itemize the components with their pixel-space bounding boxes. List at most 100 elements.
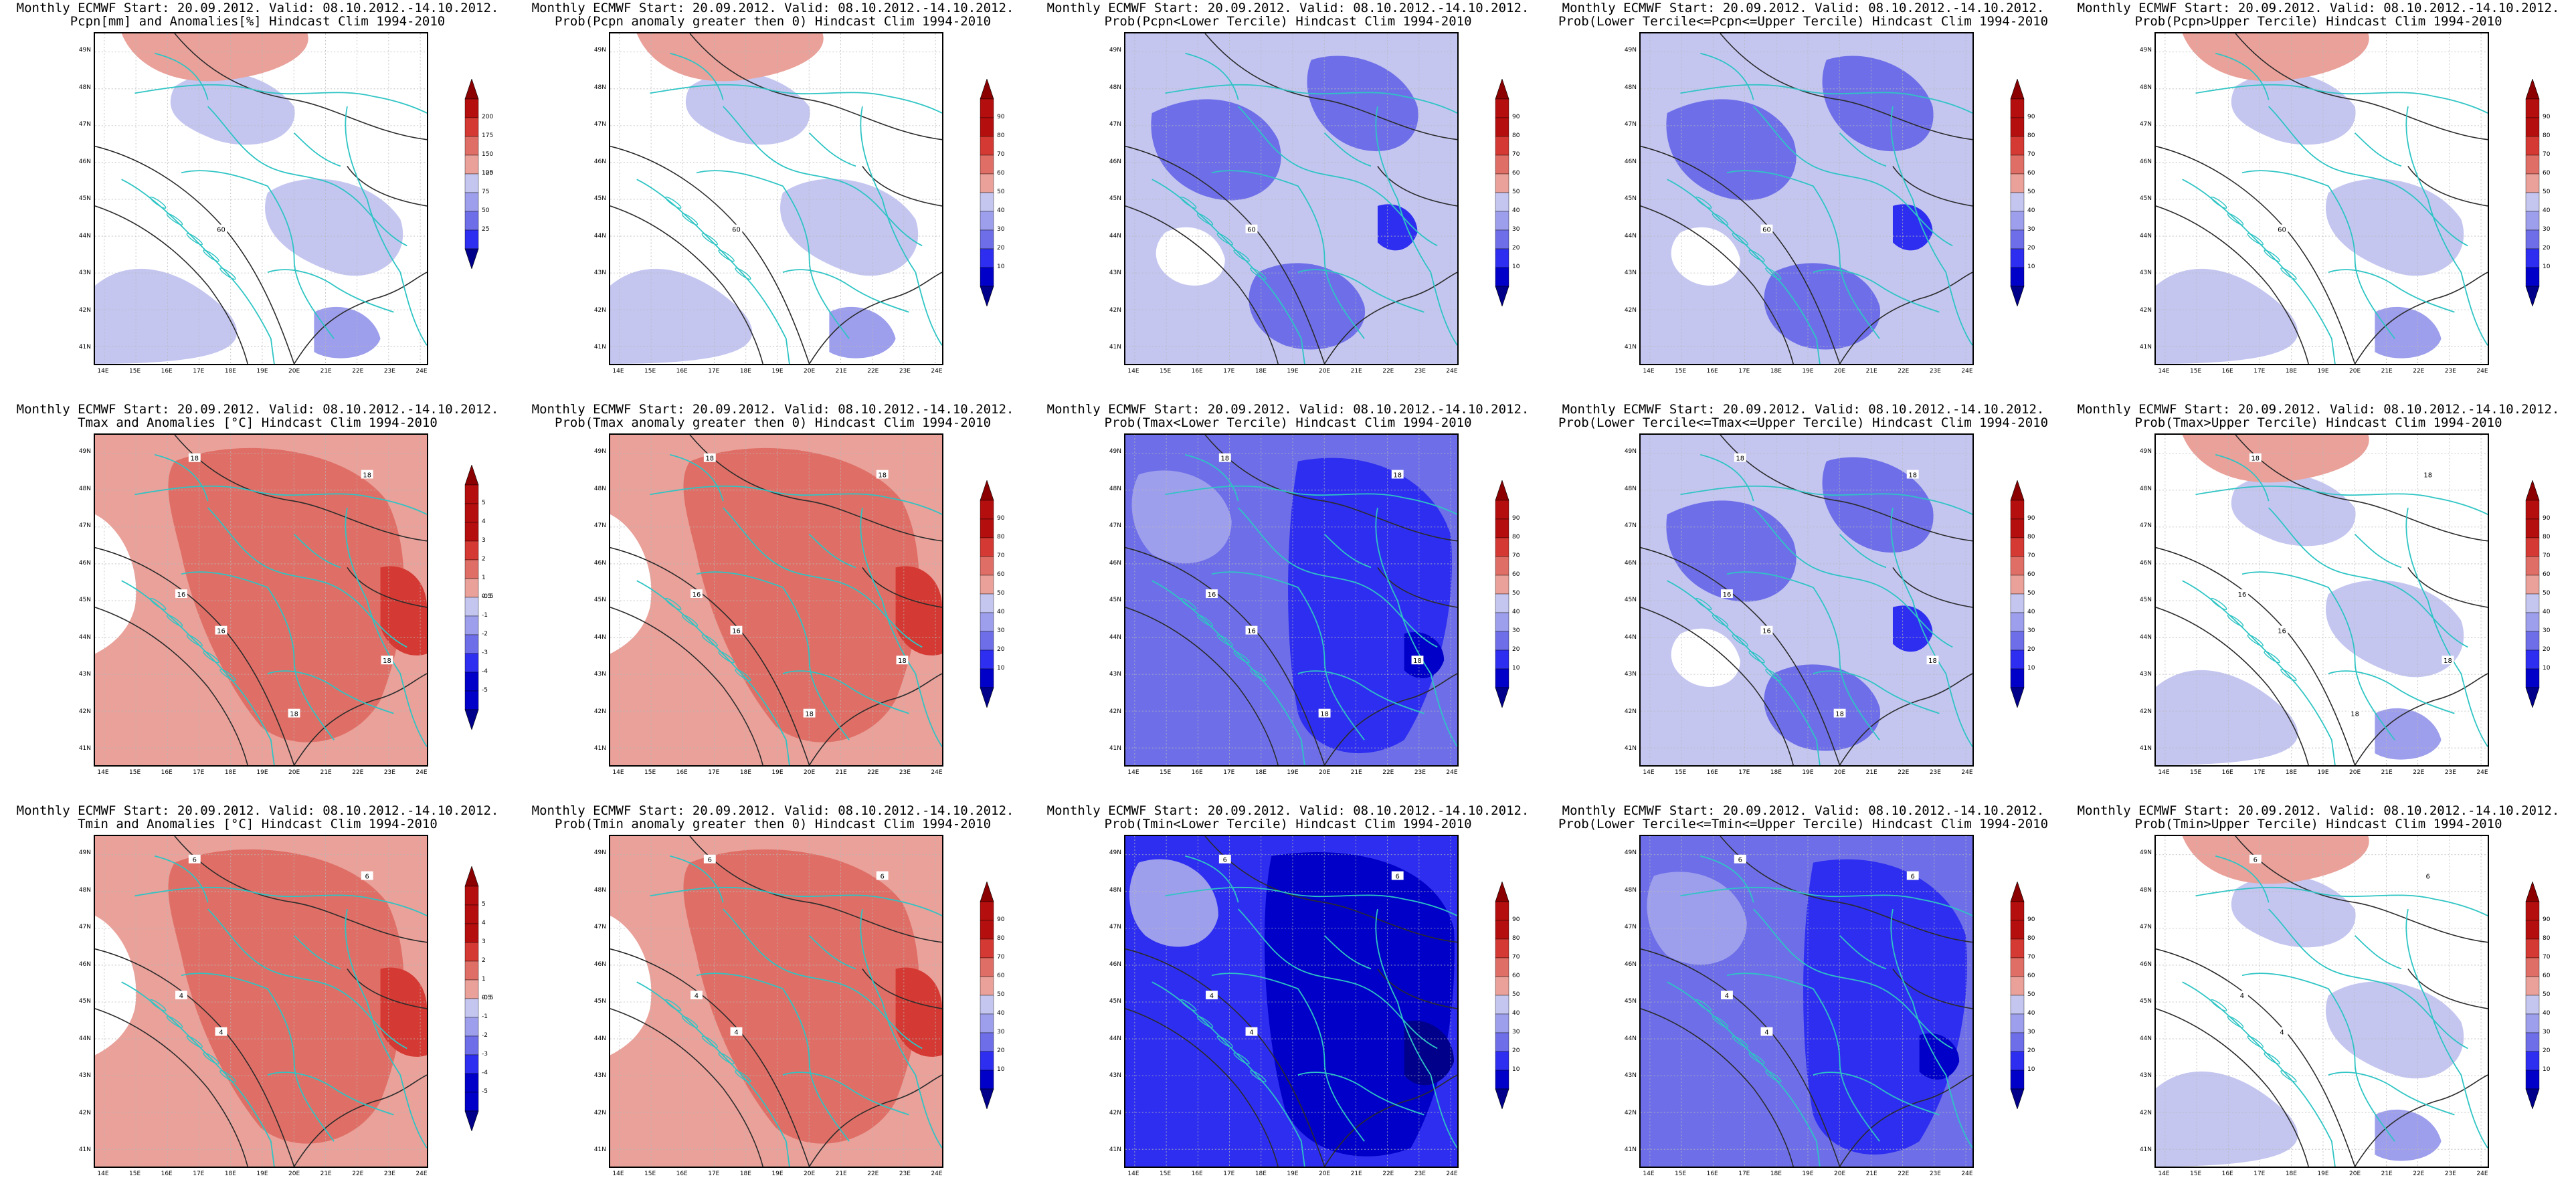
contour-line bbox=[1125, 205, 1279, 364]
colorbar-label: -0.5 bbox=[482, 995, 494, 1001]
lon-tick-label: 16E bbox=[676, 769, 688, 776]
lat-tick-label: 44N bbox=[1624, 232, 1637, 239]
lat-tick-label: 42N bbox=[78, 306, 91, 314]
map-panel-p22: Monthly ECMWF Start: 20.09.2012. Valid: … bbox=[515, 401, 1030, 803]
panel-title-line1: Monthly ECMWF Start: 20.09.2012. Valid: … bbox=[1562, 402, 2045, 417]
panel-title-line1: Monthly ECMWF Start: 20.09.2012. Valid: … bbox=[16, 1, 499, 15]
contour-line bbox=[2156, 205, 2309, 364]
colorbar-segment bbox=[2525, 649, 2540, 670]
colorbar-max-arrow bbox=[2010, 881, 2025, 902]
colorbar-segment bbox=[2010, 229, 2025, 249]
colorbar-segment bbox=[2010, 1051, 2025, 1071]
contour-line bbox=[95, 205, 248, 364]
colorbar-label: 50 bbox=[997, 590, 1005, 597]
colorbar-label: 90 bbox=[997, 916, 1005, 923]
field-shading bbox=[610, 514, 652, 654]
country-border bbox=[670, 855, 724, 903]
map-panel-p14: Monthly ECMWF Start: 20.09.2012. Valid: … bbox=[1546, 0, 2061, 401]
colorbar-max-arrow bbox=[2010, 480, 2025, 501]
contour-line bbox=[1839, 1074, 1972, 1167]
contour-line bbox=[1323, 272, 1457, 364]
country-border bbox=[723, 908, 923, 1049]
lat-tick-label: 49N bbox=[593, 47, 606, 54]
lon-tick-label: 18E bbox=[1255, 368, 1267, 375]
contour-line bbox=[1720, 836, 1972, 943]
colorbar-label: 40 bbox=[2543, 1010, 2551, 1017]
contour-label: 4 bbox=[695, 993, 699, 1000]
contour-label: 60 bbox=[1762, 227, 1771, 234]
colorbar-label: 40 bbox=[1512, 609, 1520, 615]
lat-tick-label: 48N bbox=[1624, 84, 1637, 91]
country-border bbox=[2354, 534, 2402, 569]
colorbar-label: 80 bbox=[997, 534, 1005, 540]
lon-tick-label: 18E bbox=[2285, 769, 2297, 776]
map-canvas: 4 6 6 4 bbox=[1125, 836, 1457, 1167]
colorbar-label: -1 bbox=[482, 612, 488, 619]
lon-tick-label: 18E bbox=[224, 368, 236, 375]
map-canvas: 16 18 18 16 18 18 bbox=[95, 435, 427, 765]
field-shading bbox=[1671, 227, 1740, 286]
country-border bbox=[2405, 908, 2488, 1148]
colorbar-segment bbox=[2525, 155, 2540, 175]
lon-tick-label: 16E bbox=[161, 769, 173, 776]
colorbar-min-arrow bbox=[1495, 286, 1509, 307]
lat-tick-label: 44N bbox=[593, 1035, 606, 1042]
lon-tick-label: 24E bbox=[416, 1171, 428, 1177]
colorbar-label: 10 bbox=[1512, 665, 1520, 672]
country-border bbox=[1185, 855, 1239, 903]
colorbar-segment bbox=[2525, 500, 2540, 520]
island-outline bbox=[150, 999, 167, 1011]
contour-line bbox=[610, 948, 810, 1167]
colorbar-segment bbox=[2010, 267, 2025, 287]
colorbar-segment bbox=[464, 615, 479, 635]
field-shading bbox=[2231, 72, 2356, 145]
lat-tick-label: 44N bbox=[78, 633, 91, 641]
lon-tick-label: 15E bbox=[2190, 769, 2202, 776]
lat-tick-label: 47N bbox=[593, 924, 606, 930]
island-outline bbox=[1748, 249, 1765, 262]
colorbar-label: 10 bbox=[1512, 1066, 1520, 1073]
map-canvas: 4 6 6 4 bbox=[610, 836, 942, 1167]
contour-label-box bbox=[175, 589, 187, 599]
map-panel-p34: Monthly ECMWF Start: 20.09.2012. Valid: … bbox=[1546, 803, 2061, 1204]
lon-tick-label: 22E bbox=[1898, 368, 1910, 375]
contour-label: 6 bbox=[1396, 873, 1400, 880]
lat-tick-label: 48N bbox=[1109, 886, 1121, 894]
colorbar-segment bbox=[980, 155, 994, 175]
contour-label: 6 bbox=[1911, 873, 1915, 880]
lon-tick-label: 23E bbox=[383, 1171, 395, 1177]
country-border bbox=[636, 179, 790, 364]
country-border bbox=[808, 935, 856, 970]
island-outline bbox=[1233, 249, 1250, 262]
colorbar-label: 70 bbox=[2027, 151, 2035, 158]
lon-tick-label: 17E bbox=[193, 368, 205, 375]
country-border bbox=[670, 454, 724, 502]
contour-label-box bbox=[2421, 871, 2434, 880]
colorbar-segment bbox=[980, 995, 994, 1015]
colorbar-graphic bbox=[464, 866, 479, 1132]
colorbar-segment bbox=[980, 248, 994, 268]
contour-label-box bbox=[381, 656, 393, 665]
map-area: 16 18 18 16 18 18 bbox=[94, 433, 428, 767]
lat-tick-label: 45N bbox=[1109, 597, 1121, 603]
colorbar-segment bbox=[2010, 1070, 2025, 1090]
country-border bbox=[1238, 106, 1438, 247]
lon-tick-label: 14E bbox=[1643, 1171, 1655, 1177]
field-shading bbox=[1822, 56, 1934, 152]
colorbar-segment bbox=[2010, 117, 2025, 137]
colorbar-segment bbox=[464, 904, 479, 924]
contour-line bbox=[1641, 145, 1841, 364]
colorbar-label: 30 bbox=[997, 627, 1005, 634]
contour-line bbox=[689, 435, 942, 542]
country-border bbox=[782, 1072, 909, 1116]
lon-tick-label: 23E bbox=[899, 368, 911, 375]
country-border bbox=[1152, 580, 1305, 765]
contour-label-box bbox=[703, 854, 716, 864]
colorbar-label: 80 bbox=[2543, 534, 2551, 540]
colorbar-segment bbox=[980, 901, 994, 921]
island-outline bbox=[2227, 213, 2244, 225]
lat-tick-label: 48N bbox=[593, 886, 606, 894]
lat-tick-label: 45N bbox=[1624, 597, 1637, 603]
colorbar-label: 2 bbox=[482, 957, 486, 964]
lat-tick-label: 41N bbox=[1624, 745, 1637, 752]
